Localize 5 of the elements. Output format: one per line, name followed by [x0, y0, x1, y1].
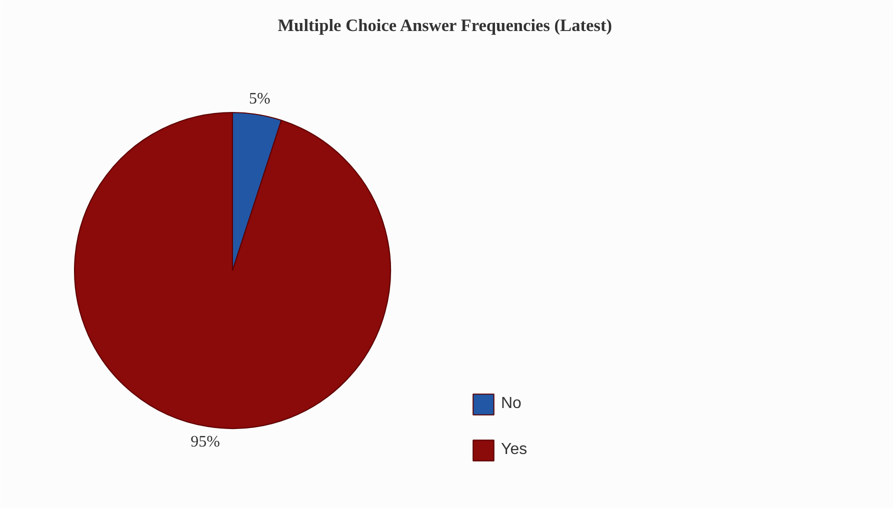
legend-label: No [501, 395, 522, 413]
data-label: 95% [190, 434, 220, 451]
legend-label: Yes [501, 441, 528, 459]
data-label: 5% [249, 90, 270, 108]
chart-title: Multiple Choice Answer Frequencies (Latest) [278, 16, 612, 35]
